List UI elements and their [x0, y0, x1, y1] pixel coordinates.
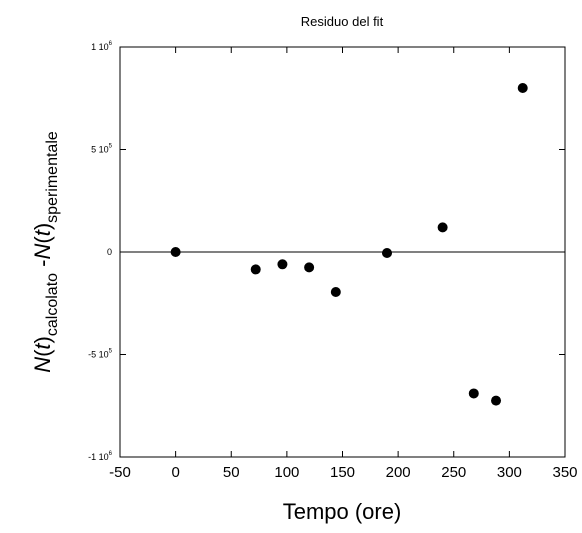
- x-tick-label: 300: [497, 464, 522, 481]
- x-tick-label: 50: [223, 464, 240, 481]
- y-tick-mantissa: -5 10: [88, 350, 109, 360]
- x-tick-label: -50: [109, 464, 131, 481]
- y-tick-mantissa: 0: [107, 247, 112, 257]
- y-label-part: ): [30, 336, 55, 343]
- y-label-part: N: [30, 357, 55, 373]
- y-tick-mantissa: -1 10: [88, 452, 109, 462]
- data-point: [468, 388, 479, 399]
- y-tick-label: 5 105: [91, 144, 113, 155]
- data-point: [517, 83, 528, 93]
- data-point: [437, 222, 448, 233]
- y-label-part: -: [30, 260, 55, 273]
- y-tick-exponent: 6: [109, 41, 113, 47]
- x-tick-label: 100: [274, 464, 299, 481]
- y-tick-exponent: 6: [109, 451, 113, 457]
- y-label-part: t: [30, 343, 55, 350]
- y-label-part: sperimentale: [44, 131, 61, 223]
- y-tick-label: 0: [107, 247, 112, 257]
- y-label-part: (: [30, 236, 55, 244]
- y-tick-label: 1 106: [91, 41, 113, 52]
- y-axis-label: N(t)calcolato -N(t)sperimentale: [30, 131, 61, 373]
- data-point: [304, 262, 315, 273]
- x-tick-label: 200: [386, 464, 411, 481]
- y-label-part: calcolato: [44, 273, 61, 336]
- y-tick-label: -5 105: [88, 349, 113, 360]
- y-label-part: t: [30, 229, 55, 236]
- x-tick-label: 250: [441, 464, 466, 481]
- y-label-part: (: [30, 349, 55, 357]
- data-point: [277, 259, 288, 270]
- x-axis-ticks: -50 0 50 100 150 200 250 300 350: [109, 47, 578, 481]
- y-tick-exponent: 5: [109, 349, 113, 355]
- data-point: [250, 264, 261, 275]
- y-label-part: N: [30, 244, 55, 260]
- data-point: [382, 248, 392, 259]
- chart-title: Residuo del fit: [301, 14, 384, 29]
- y-label-part: ): [30, 223, 55, 230]
- y-tick-mantissa: 1 10: [91, 42, 109, 52]
- y-tick-exponent: 5: [109, 144, 113, 150]
- data-point: [330, 286, 341, 297]
- x-tick-label: 350: [552, 464, 577, 481]
- data-points: [170, 83, 528, 406]
- y-tick-mantissa: 5 10: [91, 145, 109, 155]
- data-point: [170, 247, 181, 257]
- y-tick-label: -1 106: [88, 451, 113, 462]
- x-tick-label: 0: [171, 464, 179, 481]
- x-tick-label: 150: [330, 464, 355, 481]
- x-axis-label: Tempo (ore): [283, 499, 402, 524]
- data-point: [491, 395, 502, 406]
